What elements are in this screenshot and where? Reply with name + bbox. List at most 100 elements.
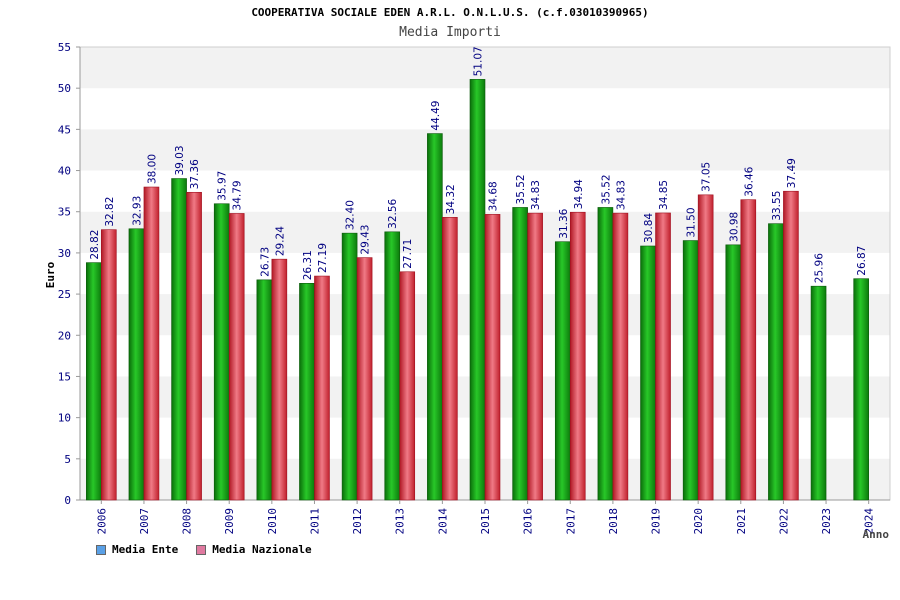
- x-axis-label: Anno: [863, 528, 890, 541]
- value-label: 32.93: [131, 196, 143, 226]
- bar-media-nazionale-2013: [399, 271, 416, 501]
- bar-media-nazionale-2006: [101, 229, 117, 501]
- value-label: 32.40: [345, 200, 357, 230]
- x-tick-label: 2008: [181, 508, 194, 535]
- value-label: 34.83: [530, 180, 542, 210]
- y-tick-label: 30: [58, 247, 71, 260]
- value-label: 34.83: [615, 180, 627, 210]
- legend-label-media-ente: Media Ente: [112, 543, 179, 556]
- x-tick-label: 2024: [863, 508, 876, 535]
- value-label: 34.85: [658, 180, 670, 210]
- bar-media-ente-2010: [256, 279, 273, 501]
- y-tick-label: 25: [58, 288, 71, 301]
- value-label: 29.43: [360, 225, 372, 255]
- y-tick-label: 50: [58, 82, 71, 95]
- bar-media-nazionale-2014: [442, 217, 458, 501]
- value-label: 27.71: [402, 239, 414, 269]
- x-tick-label: 2014: [436, 508, 449, 535]
- x-tick-label: 2023: [820, 508, 833, 535]
- x-tick-label: 2013: [394, 508, 407, 535]
- x-tick-label: 2016: [522, 508, 535, 535]
- bar-media-ente-2020: [682, 240, 699, 501]
- bar-media-ente-2012: [341, 232, 358, 501]
- bar-media-nazionale-2018: [612, 212, 629, 501]
- y-tick-label: 5: [64, 453, 71, 466]
- y-tick-label: 40: [58, 165, 71, 178]
- value-label: 30.84: [643, 213, 655, 243]
- bar-media-nazionale-2016: [527, 212, 543, 501]
- value-label: 26.31: [302, 250, 314, 280]
- value-label: 39.03: [174, 145, 186, 175]
- value-label: 35.52: [600, 174, 612, 204]
- value-label: 37.05: [701, 162, 713, 192]
- value-label: 33.55: [771, 191, 783, 221]
- bar-media-nazionale-2022: [783, 190, 799, 501]
- value-label: 34.79: [232, 180, 244, 210]
- bar-media-ente-2024: [853, 278, 869, 501]
- x-tick-label: 2022: [777, 508, 790, 535]
- x-tick-label: 2020: [692, 508, 705, 535]
- value-label: 30.98: [728, 212, 740, 242]
- legend-swatch-media-ente: [96, 544, 106, 555]
- value-label: 44.49: [430, 101, 442, 131]
- x-tick-label: 2009: [223, 508, 236, 535]
- bar-media-ente-2022: [768, 223, 784, 501]
- bar-media-ente-2017: [554, 241, 571, 501]
- bar-media-nazionale-2007: [143, 186, 160, 501]
- bar-media-ente-2016: [512, 207, 528, 501]
- y-axis: 0 5 10 15 20 25 30 35 40 45 50 55: [58, 41, 80, 507]
- bar-media-ente-2021: [725, 244, 742, 501]
- bar-media-ente-2014: [427, 133, 443, 501]
- y-tick-label: 20: [58, 329, 71, 342]
- value-label: 26.87: [856, 246, 868, 276]
- x-tick-label: 2015: [479, 508, 492, 535]
- bar-media-ente-2011: [299, 283, 315, 501]
- y-tick-label: 45: [58, 123, 71, 136]
- bar-media-nazionale-2020: [697, 194, 714, 501]
- x-tick-label: 2012: [351, 508, 364, 535]
- bar-media-nazionale-2015: [484, 214, 501, 501]
- legend-label-media-nazionale: Media Nazionale: [212, 543, 312, 556]
- value-label: 27.19: [317, 243, 329, 273]
- value-label: 32.82: [104, 197, 116, 227]
- legend-item-media-nazionale: Media Nazionale: [196, 543, 312, 556]
- x-tick-label: 2007: [138, 508, 151, 535]
- y-tick-label: 10: [58, 412, 71, 425]
- value-label: 28.82: [89, 230, 101, 260]
- bar-media-nazionale-2021: [740, 199, 757, 501]
- y-tick-label: 55: [58, 41, 71, 54]
- value-label: 51.07: [473, 46, 485, 76]
- value-label: 29.24: [274, 226, 286, 256]
- y-tick-label: 15: [58, 370, 71, 383]
- value-label: 36.46: [743, 166, 755, 196]
- bar-media-nazionale-2012: [356, 257, 373, 501]
- value-label: 26.73: [259, 247, 271, 277]
- bar-media-nazionale-2011: [314, 275, 330, 501]
- value-label: 34.32: [445, 184, 457, 214]
- x-tick-label: 2017: [564, 508, 577, 535]
- bar-media-ente-2009: [213, 203, 230, 501]
- x-axis: 2006 2007 2008 2009 2010 2011 2012 2013 2014 2015…: [95, 500, 876, 535]
- value-label: 31.50: [686, 207, 698, 237]
- value-label: 31.36: [558, 208, 570, 238]
- value-label: 38.00: [146, 154, 158, 184]
- bar-media-ente-2008: [171, 178, 187, 501]
- x-tick-label: 2006: [95, 508, 108, 535]
- value-label: 34.94: [573, 179, 585, 209]
- bar-media-nazionale-2009: [228, 213, 245, 501]
- x-tick-label: 2010: [266, 508, 279, 535]
- x-tick-label: 2021: [735, 508, 748, 535]
- bar-media-nazionale-2019: [655, 212, 671, 501]
- value-label: 37.49: [786, 158, 798, 188]
- bars-group: [86, 79, 869, 501]
- x-tick-label: 2019: [650, 508, 663, 535]
- bar-media-ente-2023: [810, 285, 827, 501]
- bar-media-nazionale-2010: [271, 258, 288, 501]
- chart-title: COOPERATIVA SOCIALE EDEN A.R.L. O.N.L.U.…: [251, 6, 649, 19]
- chart-subtitle: Media Importi: [399, 25, 501, 40]
- x-tick-label: 2011: [308, 508, 321, 535]
- bar-media-ente-2018: [597, 207, 614, 501]
- bar-media-ente-2013: [384, 231, 401, 501]
